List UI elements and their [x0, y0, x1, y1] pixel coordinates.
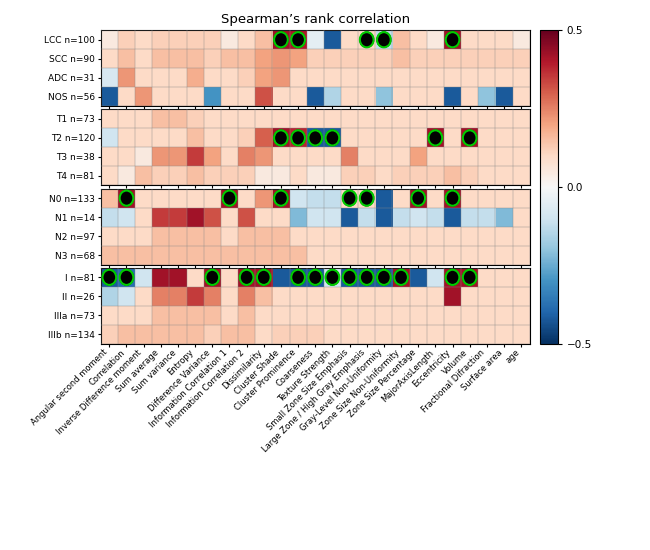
Circle shape	[377, 270, 391, 285]
Circle shape	[120, 190, 133, 206]
Circle shape	[222, 190, 237, 206]
Circle shape	[291, 32, 305, 47]
Circle shape	[360, 32, 374, 47]
Circle shape	[257, 270, 270, 285]
Circle shape	[291, 270, 305, 285]
Circle shape	[428, 130, 442, 146]
Circle shape	[205, 270, 219, 285]
Circle shape	[240, 270, 254, 285]
Circle shape	[446, 32, 460, 47]
Circle shape	[120, 270, 133, 285]
Circle shape	[394, 270, 408, 285]
Circle shape	[308, 130, 322, 146]
Circle shape	[343, 270, 356, 285]
Circle shape	[360, 190, 374, 206]
Circle shape	[326, 130, 339, 146]
Circle shape	[411, 190, 425, 206]
Circle shape	[463, 130, 476, 146]
Circle shape	[274, 190, 288, 206]
Circle shape	[274, 130, 288, 146]
Circle shape	[343, 190, 356, 206]
Circle shape	[446, 270, 460, 285]
Circle shape	[463, 270, 476, 285]
Circle shape	[291, 130, 305, 146]
Circle shape	[326, 270, 339, 285]
Text: Spearman’s rank correlation: Spearman’s rank correlation	[221, 13, 410, 26]
Circle shape	[274, 32, 288, 47]
Circle shape	[360, 270, 374, 285]
Circle shape	[103, 270, 116, 285]
Circle shape	[377, 32, 391, 47]
Circle shape	[446, 190, 460, 206]
Circle shape	[308, 270, 322, 285]
